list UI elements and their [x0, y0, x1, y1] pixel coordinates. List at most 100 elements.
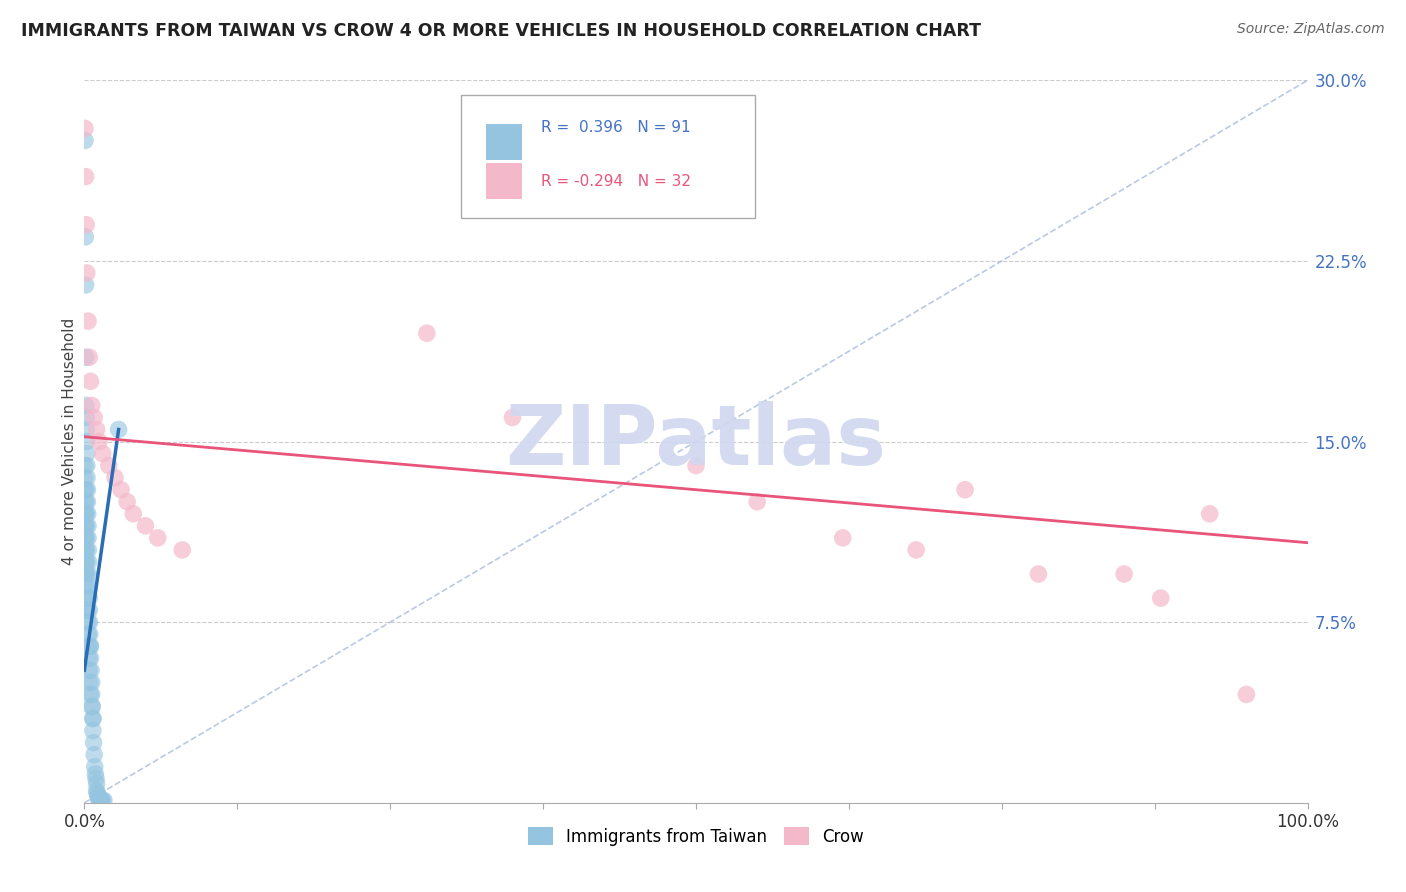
Point — [75, 350, 97, 364]
Point — [77, 615, 100, 630]
Point — [76, 483, 98, 497]
Point — [73, 567, 96, 582]
Point — [80, 675, 103, 690]
Point — [79, 687, 101, 701]
Point — [73, 579, 96, 593]
Point — [73, 494, 96, 508]
Point — [75, 169, 97, 184]
Point — [75, 542, 97, 557]
Text: ZIPatlas: ZIPatlas — [506, 401, 886, 482]
Point — [75, 603, 97, 617]
Point — [75, 567, 97, 582]
Point — [76, 579, 98, 593]
Point — [77, 603, 100, 617]
Point — [73, 458, 96, 473]
Point — [79, 639, 101, 653]
Point — [1236, 687, 1258, 701]
Point — [172, 542, 194, 557]
Text: R = -0.294   N = 32: R = -0.294 N = 32 — [541, 174, 690, 189]
Point — [77, 591, 100, 606]
Point — [79, 651, 101, 665]
Point — [75, 423, 97, 437]
Point — [82, 712, 104, 726]
Point — [77, 542, 100, 557]
FancyBboxPatch shape — [485, 124, 522, 160]
Text: Source: ZipAtlas.com: Source: ZipAtlas.com — [1237, 22, 1385, 37]
Point — [82, 712, 104, 726]
Point — [80, 687, 103, 701]
Point — [146, 531, 169, 545]
Point — [87, 434, 110, 449]
Point — [75, 218, 97, 232]
Point — [75, 555, 97, 569]
Point — [73, 555, 96, 569]
Point — [76, 434, 98, 449]
Point — [73, 471, 96, 485]
Point — [90, 793, 112, 807]
Point — [73, 591, 96, 606]
Point — [83, 760, 105, 774]
Point — [77, 639, 100, 653]
Point — [905, 542, 928, 557]
Point — [77, 555, 100, 569]
Point — [91, 793, 114, 807]
Point — [76, 603, 98, 617]
Point — [73, 121, 96, 136]
Point — [83, 410, 105, 425]
Point — [76, 266, 98, 280]
Point — [135, 519, 157, 533]
Point — [83, 747, 105, 762]
Point — [77, 531, 100, 545]
Point — [79, 627, 101, 641]
Point — [953, 483, 976, 497]
Point — [75, 531, 97, 545]
Point — [82, 699, 104, 714]
Point — [1028, 567, 1050, 582]
Point — [77, 314, 100, 328]
Point — [77, 627, 100, 641]
Point — [104, 471, 127, 485]
Point — [86, 776, 108, 790]
Point — [79, 675, 101, 690]
Point — [115, 494, 138, 508]
Point — [77, 519, 100, 533]
Point — [84, 767, 107, 781]
Point — [75, 519, 97, 533]
Point — [76, 591, 98, 606]
Y-axis label: 4 or more Vehicles in Household: 4 or more Vehicles in Household — [62, 318, 77, 566]
Point — [75, 519, 97, 533]
Point — [75, 519, 97, 533]
Point — [87, 791, 110, 805]
Legend: Immigrants from Taiwan, Crow: Immigrants from Taiwan, Crow — [522, 821, 870, 852]
Point — [93, 793, 115, 807]
Point — [82, 723, 104, 738]
Point — [75, 542, 97, 557]
Point — [86, 786, 108, 800]
Point — [77, 567, 100, 582]
Point — [76, 458, 98, 473]
Point — [86, 784, 108, 798]
Point — [80, 699, 103, 714]
Point — [75, 531, 97, 545]
Point — [76, 555, 98, 569]
Point — [89, 793, 111, 807]
Point — [97, 458, 120, 473]
Text: IMMIGRANTS FROM TAIWAN VS CROW 4 OR MORE VEHICLES IN HOUSEHOLD CORRELATION CHART: IMMIGRANTS FROM TAIWAN VS CROW 4 OR MORE… — [21, 22, 981, 40]
Point — [91, 446, 114, 460]
Point — [75, 398, 97, 412]
Point — [75, 507, 97, 521]
Point — [75, 542, 97, 557]
Point — [73, 507, 96, 521]
Point — [87, 792, 110, 806]
Point — [73, 483, 96, 497]
Point — [84, 772, 107, 786]
Point — [831, 531, 853, 545]
Point — [110, 483, 132, 497]
Point — [75, 567, 97, 582]
Point — [75, 494, 97, 508]
Point — [76, 567, 98, 582]
FancyBboxPatch shape — [485, 163, 522, 200]
Point — [76, 471, 98, 485]
Point — [76, 507, 98, 521]
Point — [87, 789, 110, 803]
